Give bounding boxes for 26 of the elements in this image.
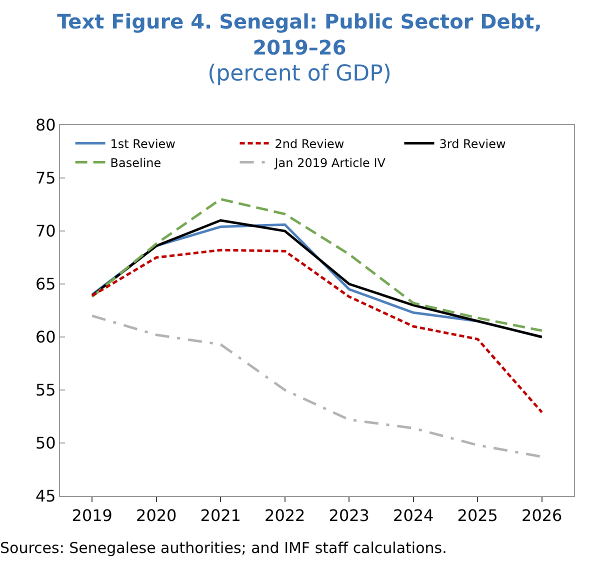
legend-label: Baseline [110,156,162,170]
y-tick-label: 50 [35,434,56,453]
source-note: Sources: Senegalese authorities; and IMF staff calculations. [0,539,447,557]
x-tick-label: 2022 [264,506,306,526]
x-tick-label: 2025 [457,506,498,526]
legend-label: 1st Review [110,136,176,151]
x-tick-label: 2024 [393,506,434,526]
x-tick-label: 2020 [136,506,177,526]
line-series [90,198,544,332]
chart-subtitle: (percent of GDP) [208,61,392,86]
y-tick-label: 45 [35,486,56,506]
y-tick-label: 65 [35,274,56,294]
legend-label: Jan 2019 Article IV [274,156,386,170]
legend-label: 2nd Review [274,136,344,151]
legend-label: 3rd Review [439,136,506,151]
x-tick-label: 2021 [200,506,241,526]
line-series [90,248,544,414]
y-tick-label: 75 [35,168,56,188]
y-tick-label: 70 [35,222,56,241]
chart-title: Text Figure 4. Senegal: Public Sector Debt, 2019–26 [57,9,542,60]
y-tick-label: 55 [35,380,56,400]
y-tick-label: 60 [35,328,56,347]
x-tick-label: 2023 [328,506,370,526]
x-tick-label: 2019 [72,506,112,526]
x-tick-label: 2026 [522,506,562,526]
y-tick-label: 80 [35,116,56,135]
